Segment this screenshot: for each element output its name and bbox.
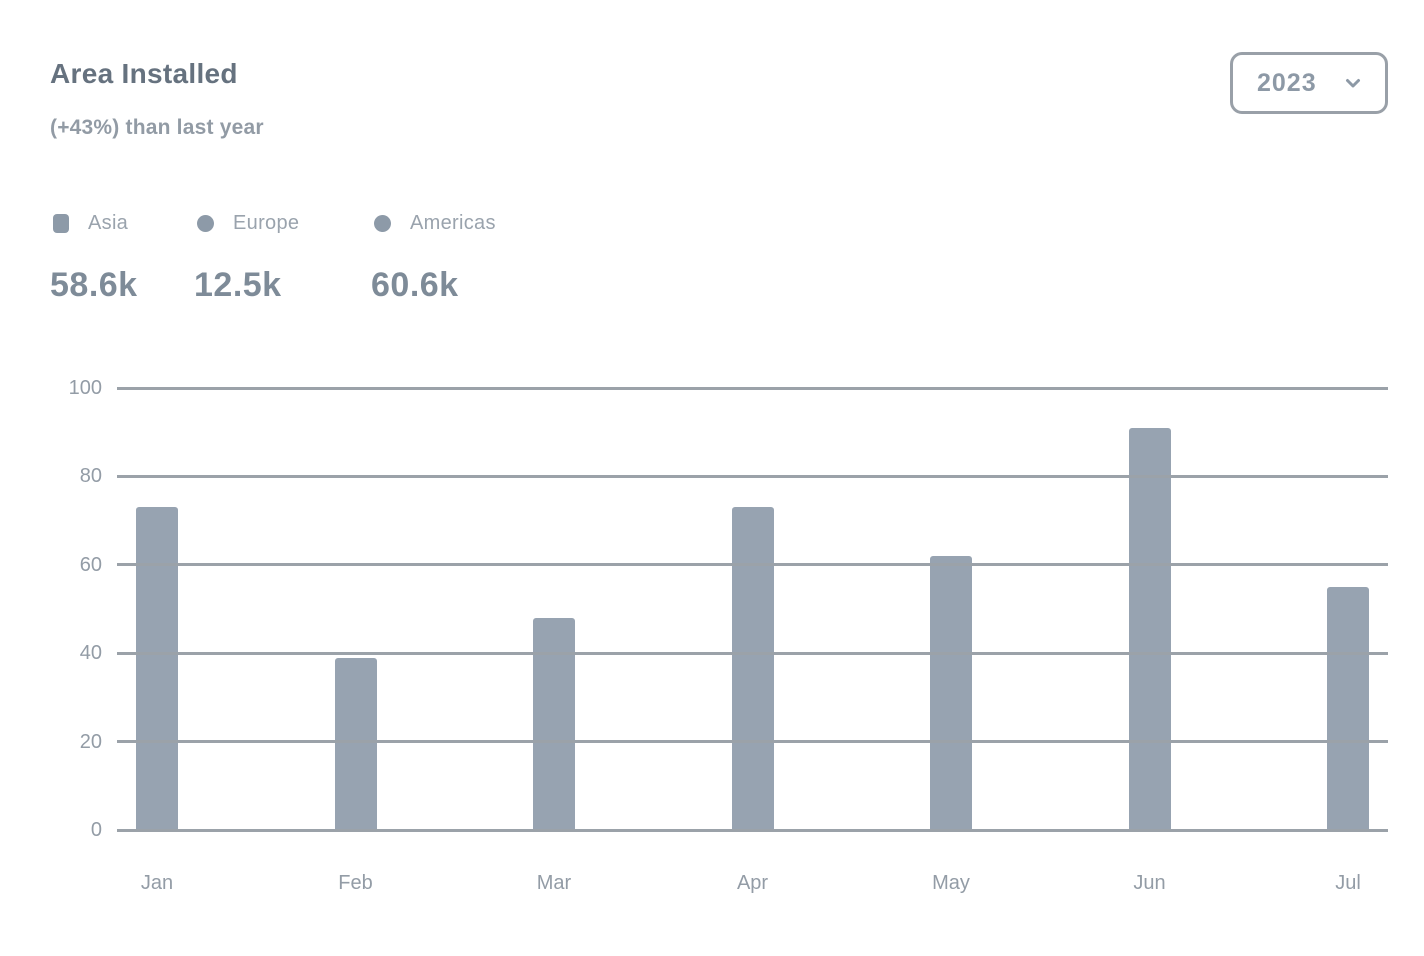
legend-label: Asia — [88, 211, 129, 234]
x-axis-label-apr: Apr — [736, 872, 769, 894]
legend-marker-square-icon — [53, 213, 69, 233]
legend-label: Americas — [410, 211, 496, 234]
gridline-y20 — [117, 740, 1388, 744]
legend-label: Europe — [233, 211, 300, 234]
page-title: Area Installed — [50, 58, 238, 89]
bar-may — [930, 555, 972, 830]
bar-jul — [1327, 586, 1369, 830]
gridline-y80 — [117, 474, 1388, 478]
bar-apr — [731, 507, 774, 830]
x-axis-label-jul: Jul — [1335, 872, 1361, 894]
legend-marker-circle-icon — [197, 214, 214, 232]
x-axis-label-jun: Jun — [1133, 872, 1166, 894]
legend-total: 12.5k — [194, 266, 282, 304]
x-axis-label-may: May — [932, 872, 970, 894]
year-select-value: 2023 — [1257, 68, 1317, 97]
y-axis-tick-20: 20 — [79, 730, 102, 753]
y-axis-tick-60: 60 — [79, 553, 102, 576]
year-select-button[interactable]: 2023 — [1230, 52, 1388, 114]
gridline-y60 — [117, 563, 1388, 567]
bar-feb — [334, 657, 377, 830]
gridline-y100 — [117, 386, 1388, 390]
legend-item-asia[interactable]: Asia 58.6k — [50, 206, 138, 305]
chevron-down-icon — [1341, 71, 1365, 95]
bar-jun — [1128, 427, 1171, 830]
x-axis-label-mar: Mar — [536, 872, 572, 894]
legend-total: 58.6k — [50, 266, 138, 304]
bar-jan — [136, 507, 178, 830]
gridline-y40 — [117, 651, 1388, 655]
gridline-y0 — [117, 828, 1388, 832]
y-axis-tick-0: 0 — [90, 819, 102, 841]
x-axis-label-jan: Jan — [140, 872, 174, 894]
y-axis-tick-80: 80 — [79, 465, 102, 488]
legend-item-americas[interactable]: Americas 60.6k — [371, 206, 496, 305]
x-axis-label-feb: Feb — [338, 872, 373, 894]
legend-item-europe[interactable]: Europe 12.5k — [194, 206, 299, 305]
legend-total: 60.6k — [371, 266, 459, 304]
y-axis-tick-40: 40 — [79, 642, 102, 665]
y-axis-tick-100: 100 — [68, 377, 102, 399]
legend-marker-circle-icon — [374, 214, 391, 232]
bar-mar — [533, 617, 575, 830]
card-subtitle: (+43%) than last year — [50, 116, 264, 139]
